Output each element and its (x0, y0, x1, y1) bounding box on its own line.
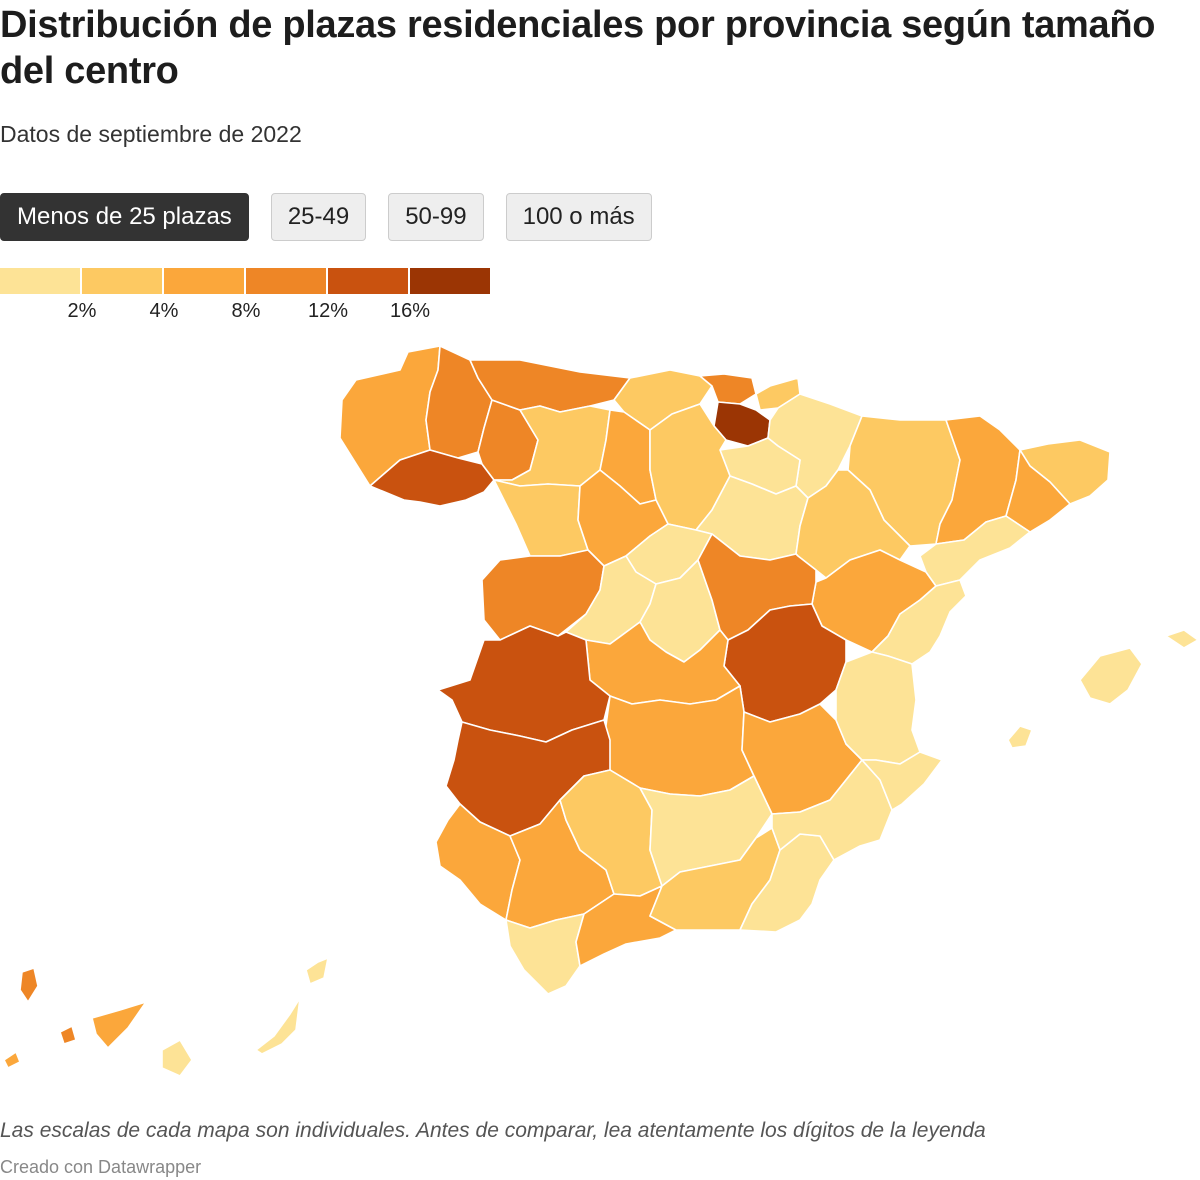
province-bizkaia[interactable] (699, 373, 757, 405)
province-valencia[interactable] (835, 651, 921, 765)
tab-50-99[interactable]: 50-99 (388, 193, 484, 241)
footnote: Las escalas de cada mapa son individuale… (0, 1119, 986, 1142)
color-legend: 2% 4% 8% 12% 16% (0, 268, 500, 328)
size-tabs: Menos de 25 plazas 25-49 50-99 100 o más (0, 193, 652, 243)
legend-label-8pct: 8% (231, 300, 261, 322)
legend-swatch-5 (328, 268, 408, 294)
credit-line: Creado con Datawrapper (0, 1157, 202, 1177)
province-huelva[interactable] (435, 803, 521, 921)
tab-100-o-mas[interactable]: 100 o más (505, 193, 652, 241)
province-canarias-el-hierro[interactable] (3, 1051, 21, 1069)
province-murcia[interactable] (771, 759, 893, 861)
tab-menos-de-25[interactable]: Menos de 25 plazas (0, 193, 249, 241)
province-baleares-ibiza[interactable] (1007, 725, 1033, 749)
legend-label-4pct: 4% (149, 300, 179, 322)
province-canarias-gran-canaria[interactable] (161, 1039, 193, 1077)
province-canarias-la-gomera[interactable] (59, 1025, 77, 1045)
province-canarias-tenerife[interactable] (91, 1001, 147, 1049)
legend-label-16pct: 16% (389, 300, 431, 322)
province-canarias-fuerteventura[interactable] (255, 997, 301, 1055)
province-alicante[interactable] (861, 751, 943, 811)
province-canarias-la-palma[interactable] (19, 967, 39, 1003)
province-baleares-mallorca[interactable] (1079, 647, 1143, 705)
spain-province-map (3, 345, 1199, 1077)
chart-subtitle: Datos de septiembre de 2022 (0, 121, 302, 147)
legend-swatch-3 (164, 268, 244, 294)
province-baleares-menorca[interactable] (1165, 629, 1199, 649)
legend-swatch-2 (82, 268, 162, 294)
legend-label-2pct: 2% (67, 300, 97, 322)
province-zamora[interactable] (493, 479, 589, 557)
province-pontevedra[interactable] (369, 449, 495, 507)
province-cadiz[interactable] (505, 913, 585, 995)
tab-25-49[interactable]: 25-49 (270, 193, 367, 241)
legend-swatch-1 (0, 268, 80, 294)
chart-title: Distribución de plazas residenciales por… (0, 4, 1156, 92)
legend-swatch-6 (410, 268, 490, 294)
legend-label-12pct: 12% (307, 300, 349, 322)
province-canarias-lanzarote[interactable] (305, 957, 329, 985)
province-malaga[interactable] (575, 885, 677, 967)
legend-swatch-4 (246, 268, 326, 294)
province-tarragona[interactable] (919, 515, 1031, 587)
